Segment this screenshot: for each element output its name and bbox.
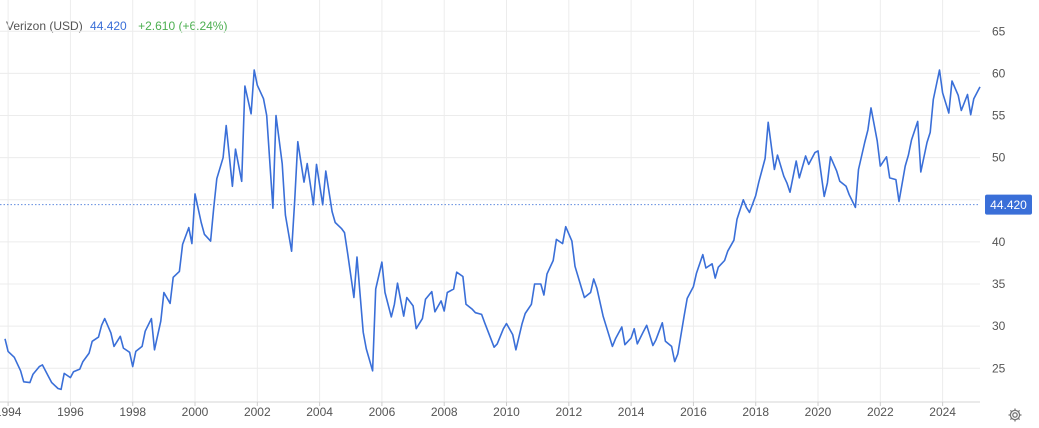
chart-header: Verizon (USD) 44.420 +2.610 (+6.24%) [6,19,227,33]
x-tick-label: 1996 [57,405,84,419]
x-tick-label: 2014 [618,405,645,419]
x-tick-label: 1998 [119,405,146,419]
y-tick-label: 60 [992,66,1006,80]
x-tick-label: 2006 [369,405,396,419]
price-line [4,69,981,391]
ticker-name: Verizon (USD) [6,19,83,33]
x-tick-label: 2016 [680,405,707,419]
current-price-label-bg [985,194,1032,215]
x-tick-label: 2022 [867,405,894,419]
x-tick-label: 2018 [742,405,769,419]
x-tick-label: 2004 [306,405,333,419]
y-tick-label: 35 [992,277,1006,291]
x-tick-label: 2002 [244,405,271,419]
x-tick-label: 1994 [0,405,22,419]
y-tick-label: 25 [992,361,1006,375]
x-tick-label: 2008 [431,405,458,419]
current-price-label: 44.420 [990,198,1027,212]
x-tick-label: 2010 [493,405,520,419]
x-tick-label: 2024 [929,405,956,419]
x-tick-label: 2000 [182,405,209,419]
y-tick-label: 50 [992,151,1006,165]
x-tick-label: 2012 [555,405,582,419]
y-tick-label: 55 [992,109,1006,123]
y-tick-label: 30 [992,319,1006,333]
gear-icon[interactable] [1007,407,1023,423]
current-price: 44.420 [90,19,127,33]
price-change: +2.610 (+6.24%) [138,19,228,33]
y-tick-label: 65 [992,24,1006,38]
x-tick-label: 2020 [805,405,832,419]
y-tick-label: 40 [992,235,1006,249]
